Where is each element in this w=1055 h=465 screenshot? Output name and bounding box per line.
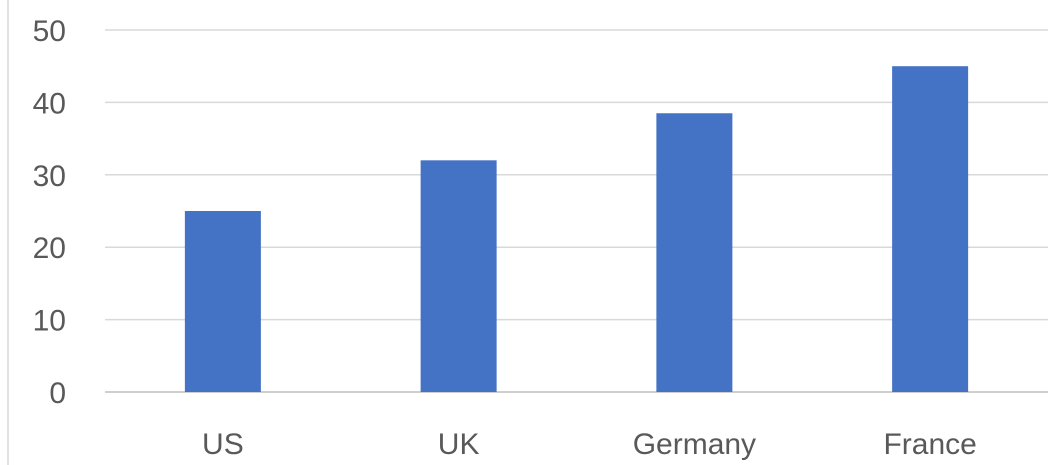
y-tick-label: 20: [33, 232, 66, 265]
y-axis-ticks: 0 10 20 30 40 50: [33, 15, 66, 410]
y-tick-label: 30: [33, 160, 66, 193]
gridlines: [105, 29, 1048, 393]
bar-france: [892, 66, 969, 392]
bars: [184, 66, 969, 392]
bar-germany: [656, 113, 733, 392]
y-tick-label: 50: [33, 15, 66, 48]
bar-us: [184, 211, 261, 392]
y-tick-label: 40: [33, 87, 66, 120]
y-tick-label: 10: [33, 305, 66, 338]
x-tick-label-uk: UK: [438, 428, 480, 461]
bar-uk: [420, 160, 497, 392]
y-tick-label: 0: [49, 377, 66, 410]
x-tick-label-us: US: [202, 428, 244, 461]
x-axis-ticks: US UK Germany France: [202, 428, 977, 461]
x-tick-label-france: France: [883, 428, 976, 461]
x-tick-label-germany: Germany: [633, 428, 756, 461]
